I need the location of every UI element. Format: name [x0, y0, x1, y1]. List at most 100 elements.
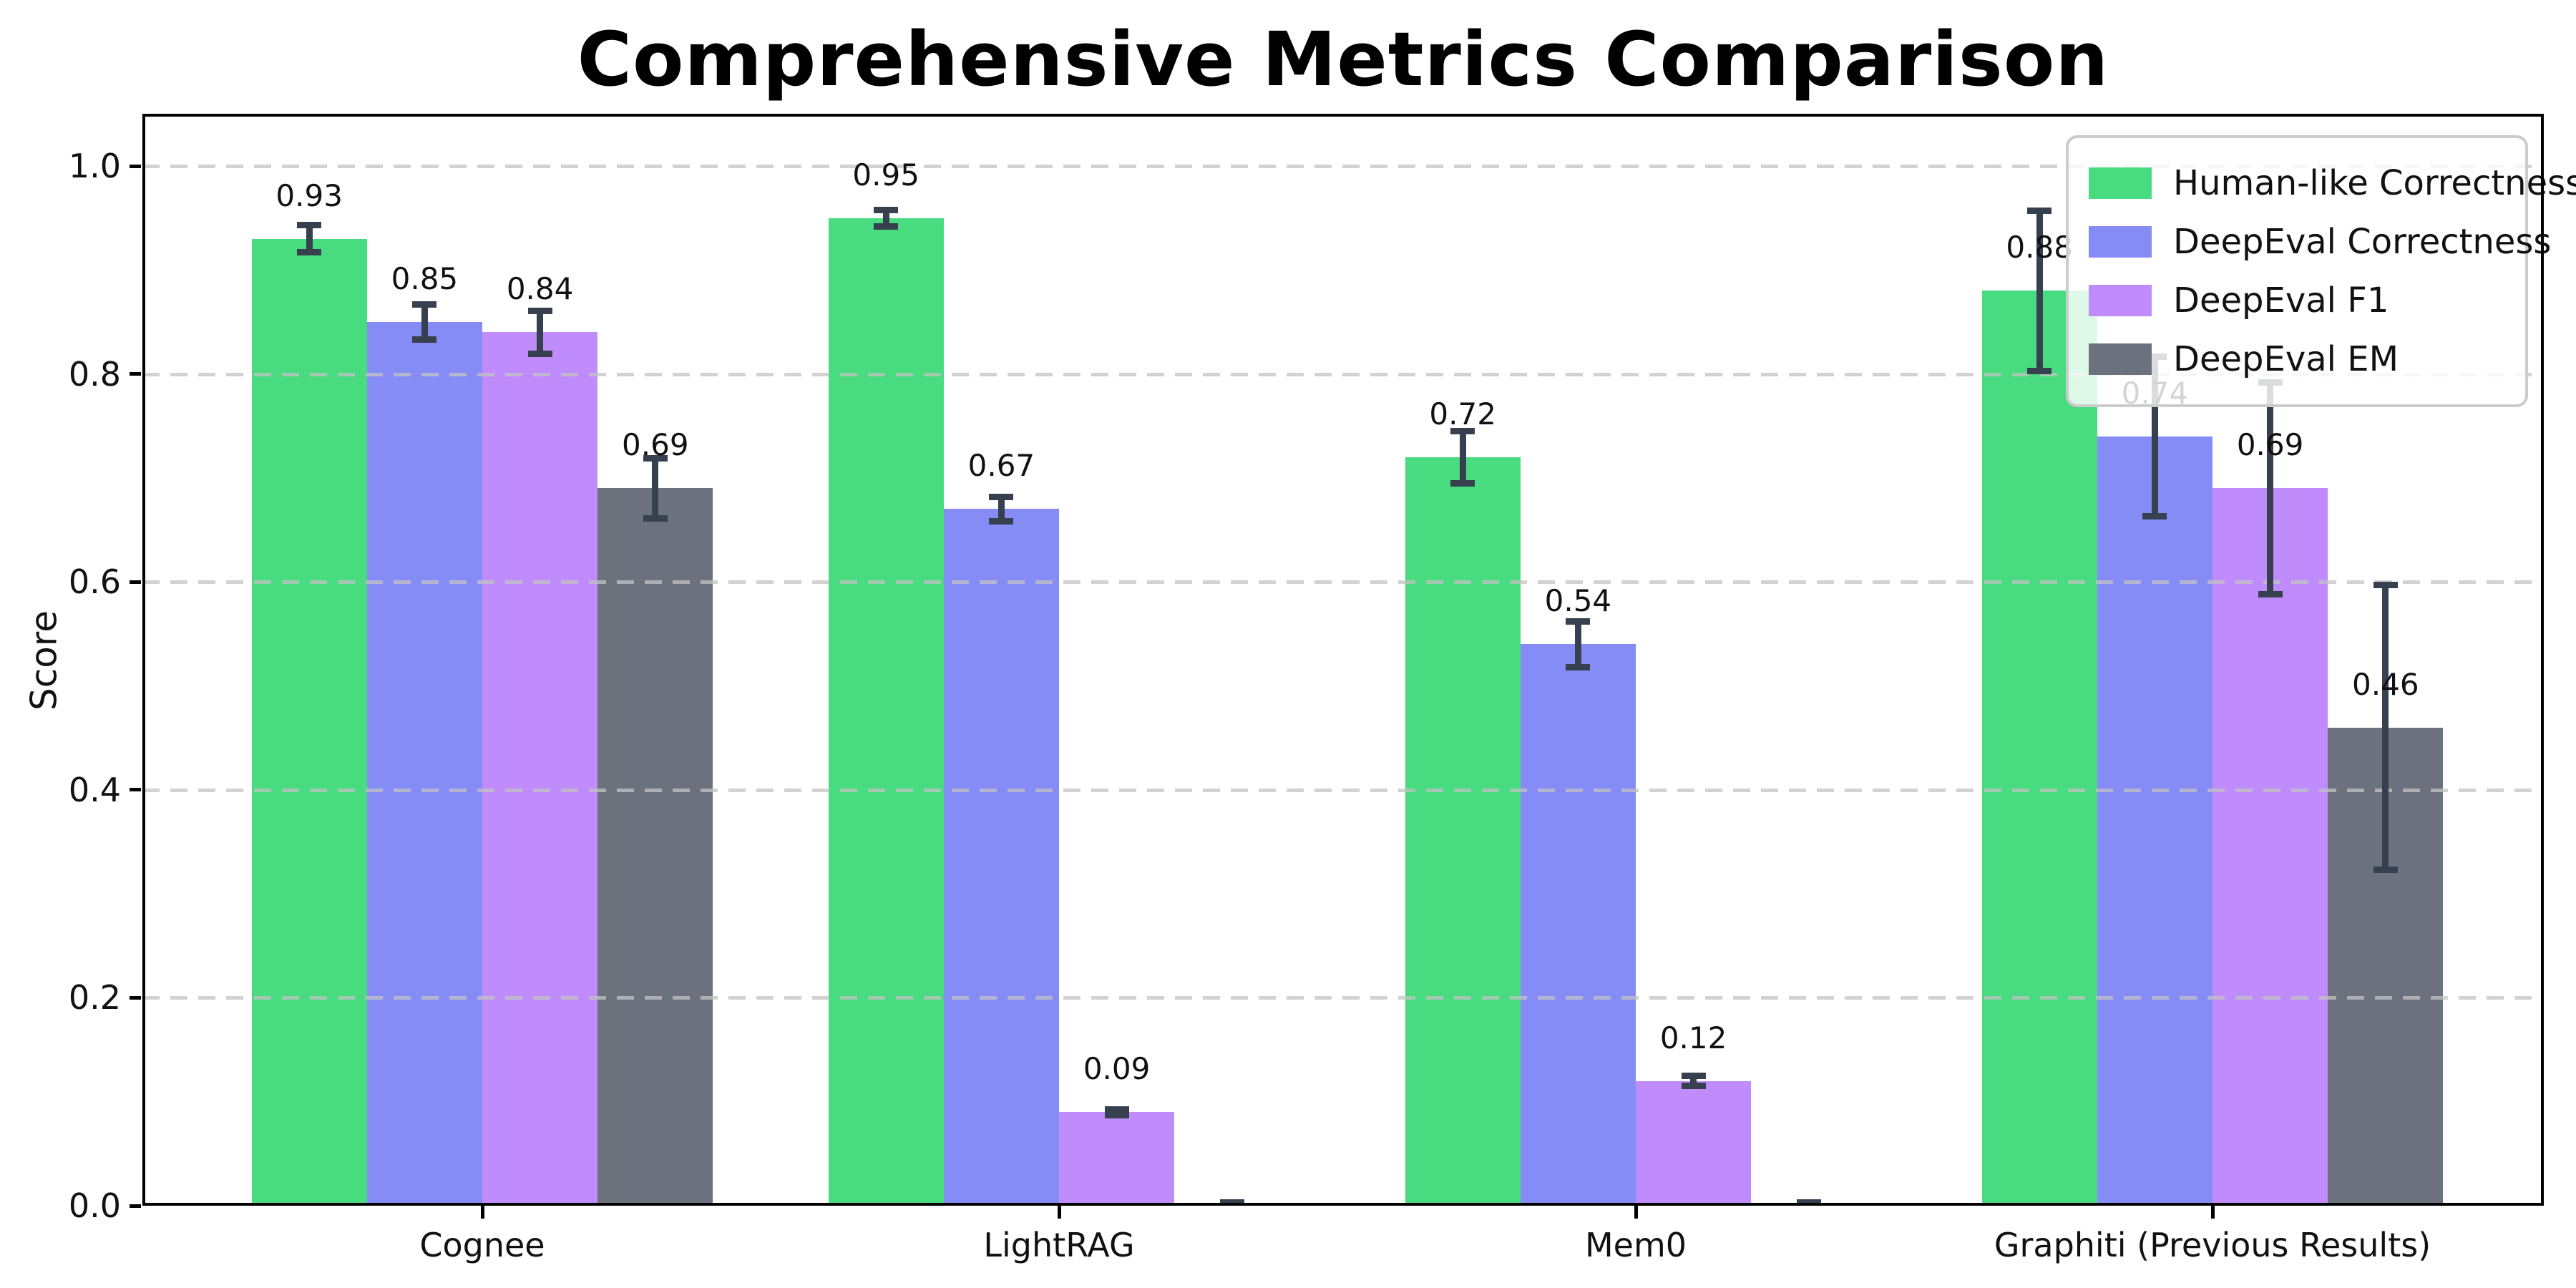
bar-value-label: 0.69: [2236, 427, 2304, 463]
y-tick: [130, 164, 141, 168]
error-bar-line: [1459, 428, 1466, 487]
legend-label: DeepEval F1: [2173, 280, 2389, 321]
grid-line: [142, 580, 2544, 585]
legend-items: Human-like Correctness DeepEval Correctne…: [2089, 154, 2576, 389]
error-bar-cap: [1681, 1083, 1706, 1090]
error-bar-line: [2382, 582, 2389, 874]
grid-line: [142, 996, 2544, 1000]
legend-item: DeepEval F1: [2089, 271, 2511, 330]
legend-swatch: [2089, 343, 2152, 375]
error-bar-line: [306, 222, 313, 255]
bar: [251, 238, 367, 1206]
legend-label: DeepEval EM: [2173, 339, 2399, 379]
error-bar-cap: [1450, 428, 1475, 435]
error-bar-line: [997, 493, 1005, 525]
bar: [1520, 644, 1636, 1206]
legend-label: Human-like Correctness: [2173, 163, 2576, 203]
x-tick-label: Graphiti (Previous Results): [1994, 1226, 2431, 1264]
error-bar-cap: [2027, 367, 2052, 374]
error-bar-line: [652, 454, 659, 522]
bar: [2097, 436, 2212, 1206]
error-bar-cap: [874, 206, 899, 213]
y-tick-label: 0.2: [68, 978, 121, 1018]
y-tick-label: 0.0: [68, 1186, 121, 1225]
error-bar-cap: [412, 336, 437, 343]
legend-item: DeepEval Correctness: [2089, 213, 2551, 271]
error-bar-line: [537, 307, 544, 358]
legend-item: Human-like Correctness: [2089, 154, 2576, 213]
error-bar-cap: [643, 454, 668, 462]
error-bar-cap: [1104, 1111, 1129, 1118]
grid-line: [142, 372, 2544, 376]
y-tick: [130, 788, 141, 792]
bar: [1636, 1080, 1752, 1206]
y-tick-label: 1.0: [68, 147, 121, 185]
error-bar-line: [421, 301, 428, 343]
bar-value-label: 0.67: [967, 448, 1035, 484]
error-bar-cap: [412, 301, 437, 308]
bar: [943, 509, 1059, 1206]
x-tick: [2210, 1206, 2215, 1219]
legend-swatch: [2089, 167, 2152, 199]
bar-value-label: 0.85: [391, 260, 459, 296]
error-bar-cap: [297, 248, 322, 255]
error-bar-cap: [2373, 582, 2398, 589]
bar-value-label: 0.95: [852, 157, 919, 192]
error-bar-line: [1690, 1073, 1697, 1090]
bar-value-label: 0.46: [2352, 666, 2419, 702]
error-bar-line: [2036, 208, 2043, 374]
error-bar-line: [882, 206, 889, 230]
y-tick: [130, 580, 141, 584]
x-tick-label: Mem0: [1584, 1226, 1687, 1264]
error-bar-cap: [643, 514, 668, 522]
y-tick: [130, 995, 141, 1000]
bar-value-label: 0.69: [622, 427, 689, 463]
error-bar-cap: [2027, 208, 2052, 215]
legend-label: DeepEval Correctness: [2173, 222, 2552, 262]
error-bar-cap: [1219, 1199, 1244, 1206]
bar: [828, 218, 944, 1206]
y-tick-label: 0.6: [68, 562, 121, 602]
y-tick: [130, 372, 141, 376]
x-tick: [480, 1206, 484, 1219]
y-tick-label: 0.4: [68, 770, 121, 809]
error-bar-cap: [989, 493, 1014, 500]
error-bar-cap: [2373, 867, 2398, 874]
bar: [597, 488, 713, 1206]
bar-value-label: 0.93: [275, 177, 343, 213]
x-tick: [1057, 1206, 1061, 1219]
error-bar-line: [1574, 618, 1581, 670]
error-bar-cap: [874, 223, 899, 230]
y-axis-label: Score: [23, 610, 65, 711]
bar-value-label: 0.72: [1429, 396, 1496, 431]
grid-line: [142, 788, 2544, 792]
error-bar-cap: [1104, 1106, 1129, 1113]
error-bar-cap: [1681, 1073, 1706, 1080]
error-bar-cap: [2258, 590, 2283, 597]
error-bar-cap: [527, 351, 552, 358]
plot-area: 0.930.950.720.880.850.670.540.740.840.09…: [142, 114, 2576, 1206]
y-tick: [130, 1204, 141, 1208]
error-bar-cap: [2142, 513, 2167, 520]
x-tick: [1634, 1206, 1638, 1219]
error-bar-cap: [1566, 663, 1591, 670]
error-bar-cap: [527, 307, 552, 314]
bar-value-label: 0.12: [1659, 1020, 1727, 1055]
error-bar-cap: [297, 222, 322, 229]
error-bar-cap: [1796, 1199, 1821, 1206]
bar: [1059, 1112, 1175, 1206]
y-tick-label: 0.8: [68, 354, 121, 394]
bar: [482, 332, 598, 1206]
error-bar-cap: [1450, 479, 1475, 487]
legend-swatch: [2089, 285, 2152, 316]
bar-value-label: 0.84: [506, 271, 574, 307]
legend: Human-like Correctness DeepEval Correctne…: [2066, 135, 2576, 407]
bar-value-label: 0.88: [2006, 230, 2073, 265]
grid-line: [142, 165, 2544, 168]
legend-swatch: [2089, 226, 2152, 258]
bar: [2212, 488, 2328, 1206]
chart-title: Comprehensive Metrics Comparison: [577, 16, 2109, 103]
error-bar-cap: [989, 518, 1014, 525]
legend-item: DeepEval EM: [2089, 330, 2511, 389]
